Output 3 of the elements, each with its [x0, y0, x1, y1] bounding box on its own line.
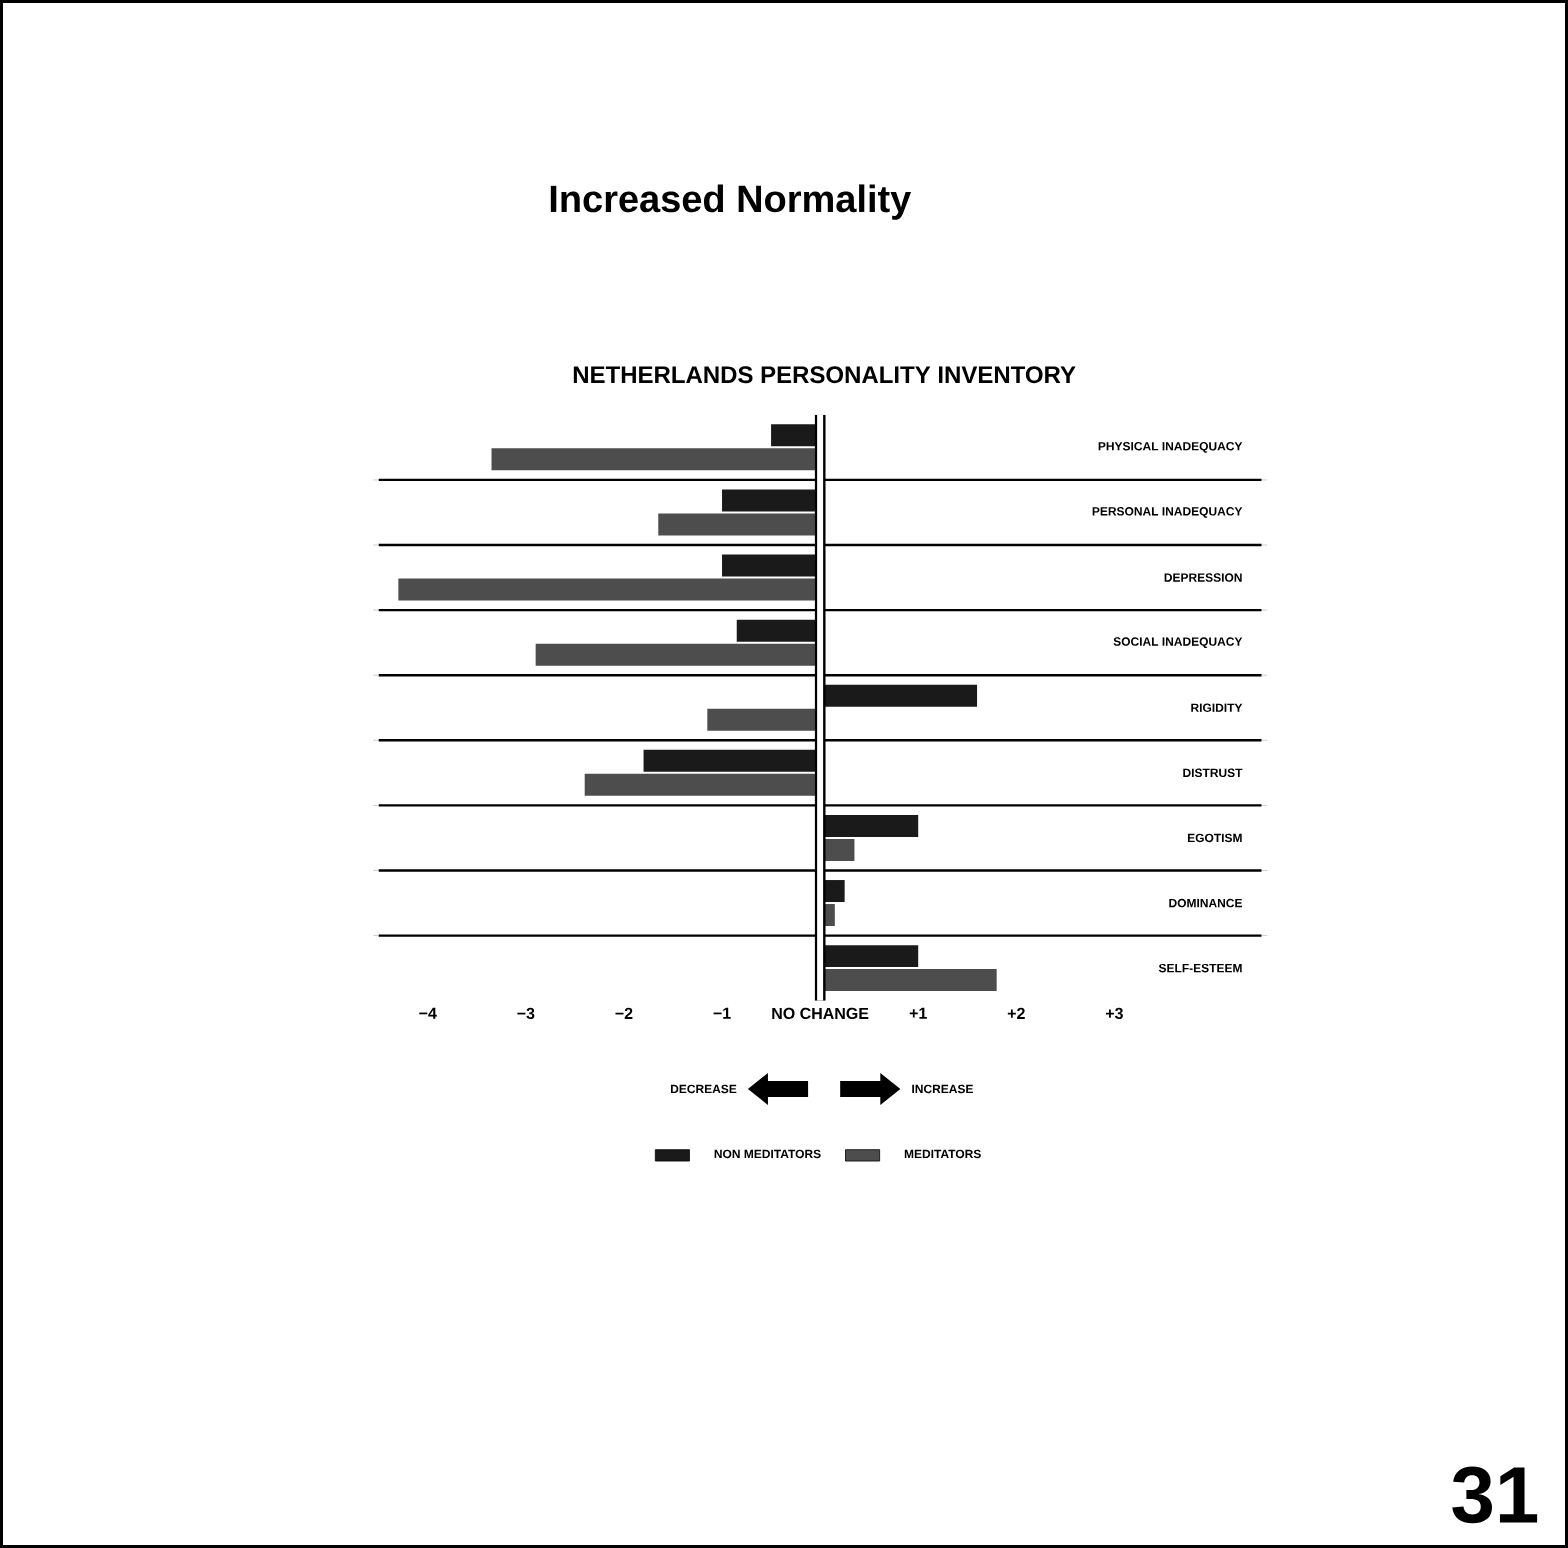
text: 31 — [1452, 1466, 1538, 1524]
chart-title: Increased Normality — [550, 184, 912, 220]
chart-subtitle: NETHERLANDS PERSONALITY INVENTORY — [573, 366, 1076, 384]
